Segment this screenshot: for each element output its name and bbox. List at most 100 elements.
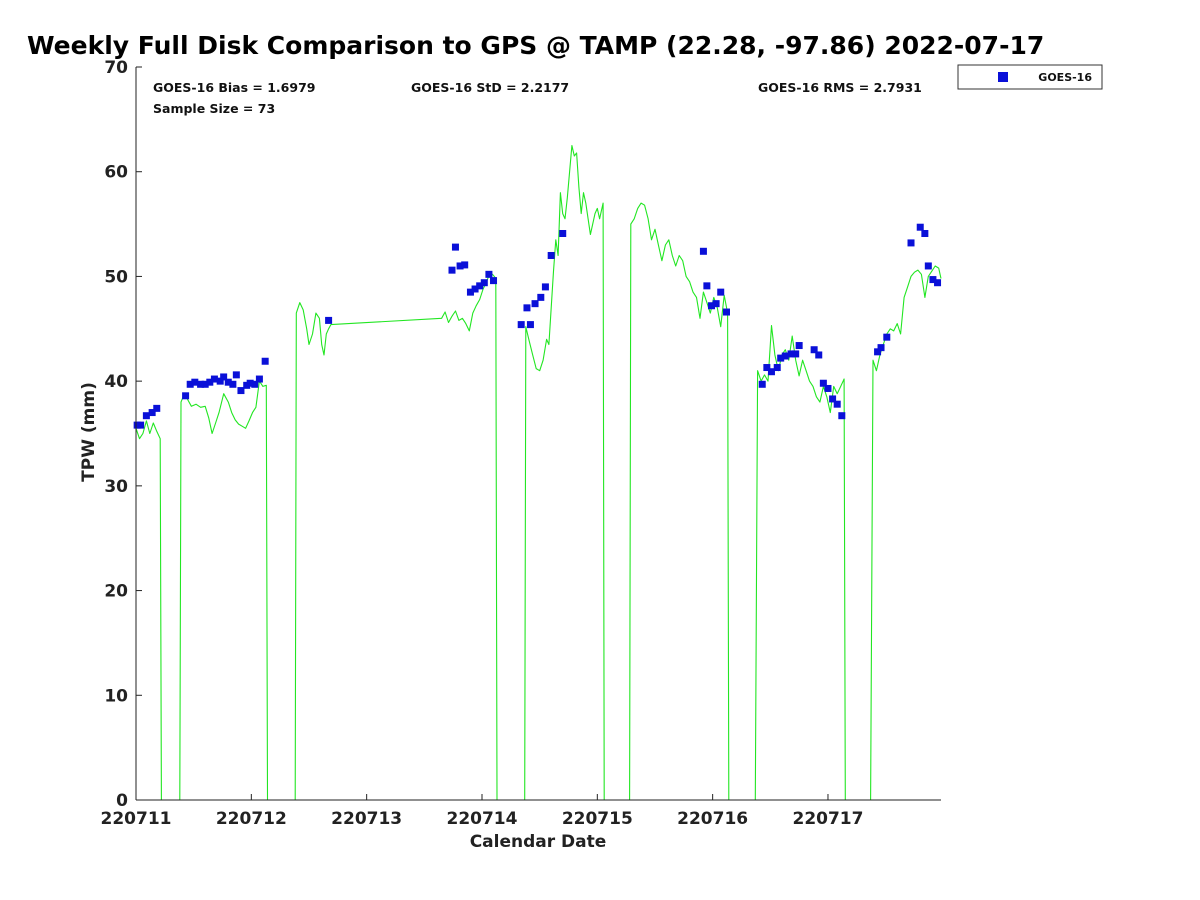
gps-line [135, 144, 942, 801]
y-tick-label: 10 [104, 686, 128, 706]
y-tick-label: 50 [104, 267, 128, 287]
y-tick-label: 70 [104, 58, 128, 78]
goes16-point [251, 380, 259, 388]
goes16-point [559, 229, 567, 237]
goes16-point [186, 380, 194, 388]
legend-box [957, 64, 1103, 90]
goes16-point [929, 276, 937, 284]
y-axis-label: TPW (mm) [79, 382, 99, 482]
goes16-point [210, 375, 218, 383]
x-tick-label: 220715 [562, 809, 633, 829]
x-axis-label: Calendar Date [470, 832, 607, 852]
goes16-point [232, 371, 240, 379]
goes16-point [815, 351, 823, 359]
goes16-point [792, 350, 800, 358]
goes16-point [325, 316, 333, 324]
y-tick-label: 20 [104, 582, 128, 602]
gps-series [135, 144, 942, 801]
goes16-point [707, 302, 715, 310]
legend-marker-goes16 [998, 72, 1008, 82]
goes16-point [137, 421, 145, 429]
bias-stat: GOES-16 Bias = 1.6979 [153, 80, 315, 95]
goes16-point [703, 282, 711, 290]
goes16-point [142, 412, 150, 420]
rms-stat: GOES-16 RMS = 2.7931 [758, 80, 922, 95]
goes16-point [191, 378, 199, 386]
goes16-point [722, 308, 730, 316]
goes16-point [907, 239, 915, 247]
goes16-point [237, 387, 245, 395]
y-tick-label: 30 [104, 477, 128, 497]
goes16-point [717, 288, 725, 296]
goes16-point [921, 229, 929, 237]
legend-label-goes16: GOES-16 [1038, 71, 1092, 84]
goes16-point [924, 262, 932, 270]
goes16-point [777, 354, 785, 362]
goes16-point [883, 333, 891, 341]
goes16-point [197, 380, 205, 388]
sample-size-stat: Sample Size = 73 [153, 101, 275, 116]
goes16-point [517, 321, 525, 329]
goes16-point [480, 279, 488, 287]
goes16-point [819, 379, 827, 387]
goes16-point [526, 321, 534, 329]
goes16-point [874, 348, 882, 356]
goes16-point [916, 223, 924, 231]
goes16-point [833, 400, 841, 408]
x-tick-label: 220714 [446, 809, 517, 829]
goes16-point [541, 283, 549, 291]
goes16-point [224, 378, 232, 386]
goes16-point [810, 346, 818, 354]
goes16-point [824, 384, 832, 392]
x-ticks: 220711 220712 220713 220714 220715 220716 2207… [101, 794, 863, 829]
goes16-point [206, 378, 214, 386]
goes16-point [153, 404, 161, 412]
goes16-point [795, 342, 803, 350]
x-tick-label: 220711 [101, 809, 172, 829]
y-tick-label: 0 [116, 791, 128, 811]
std-stat: GOES-16 StD = 2.2177 [411, 80, 569, 95]
goes16-point [451, 243, 459, 251]
goes16-point [461, 261, 469, 269]
goes-series [133, 223, 942, 429]
goes16-point [712, 300, 720, 308]
x-tick-label: 220713 [331, 809, 402, 829]
goes16-point [456, 262, 464, 270]
goes16-point [448, 266, 456, 274]
goes16-point [781, 352, 789, 360]
x-tick-label: 220716 [677, 809, 748, 829]
goes16-point [763, 364, 771, 372]
goes16-point [537, 293, 545, 301]
goes16-point [773, 364, 781, 372]
y-tick-label: 40 [104, 372, 128, 392]
goes16-point [471, 285, 479, 293]
goes16-point [838, 412, 846, 420]
goes16-point [547, 251, 555, 259]
goes16-point [531, 300, 539, 308]
goes16-point [220, 373, 228, 381]
goes16-point [261, 357, 269, 365]
goes16-point [787, 350, 795, 358]
x-tick-label: 220712 [216, 809, 287, 829]
goes16-point [148, 409, 156, 417]
goes16-point [767, 368, 775, 376]
goes16-point [758, 380, 766, 388]
goes16-point [466, 288, 474, 296]
goes16-point [216, 377, 224, 385]
goes16-point [523, 304, 531, 312]
goes16-point [485, 270, 493, 278]
plot-area: 0 10 20 30 40 50 60 70 220711 220712 220713 220714… [101, 58, 942, 829]
goes16-point [229, 380, 237, 388]
chart-title: Weekly Full Disk Comparison to GPS @ TAM… [27, 31, 1044, 60]
y-ticks: 0 10 20 30 40 50 60 70 [104, 58, 142, 811]
goes16-point [490, 277, 498, 285]
goes16-point [476, 282, 484, 290]
goes16-point [829, 395, 837, 403]
y-tick-label: 60 [104, 163, 128, 183]
goes16-point [877, 344, 885, 352]
x-tick-label: 220717 [792, 809, 863, 829]
goes16-point [699, 247, 707, 255]
legend: GOES-16 [957, 64, 1103, 90]
goes16-point [934, 279, 942, 287]
